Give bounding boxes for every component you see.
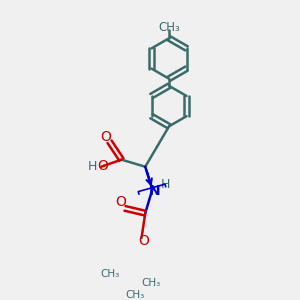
Text: O: O	[100, 130, 111, 144]
Text: O: O	[115, 195, 126, 209]
Text: O: O	[139, 233, 149, 248]
Text: H: H	[88, 160, 98, 173]
Text: CH₃: CH₃	[142, 278, 161, 288]
Text: CH₃: CH₃	[100, 269, 119, 279]
Text: CH₃: CH₃	[125, 290, 144, 300]
Text: O: O	[98, 159, 109, 172]
Text: N: N	[148, 184, 160, 197]
Text: CH₃: CH₃	[158, 21, 180, 34]
Text: H: H	[161, 178, 170, 191]
